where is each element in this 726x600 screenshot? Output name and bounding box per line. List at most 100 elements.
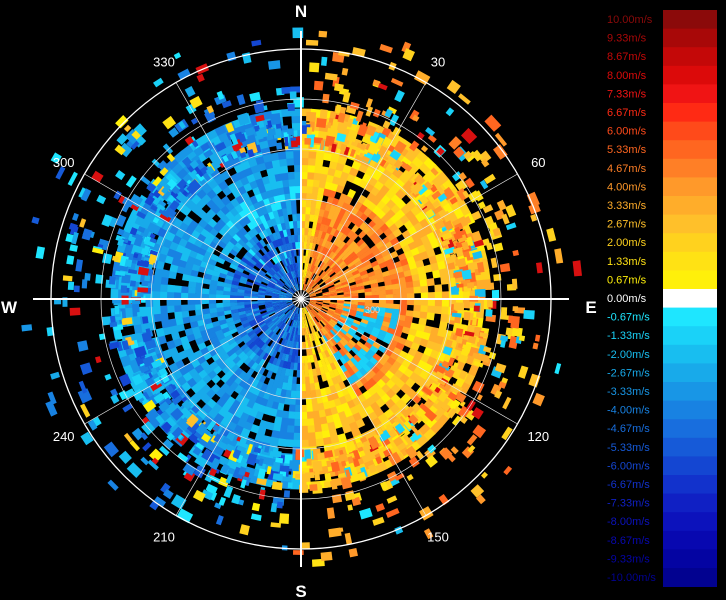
echo-gate bbox=[252, 337, 261, 345]
echo-gate bbox=[346, 118, 354, 128]
echo-gate bbox=[366, 338, 375, 346]
echo-gate bbox=[471, 149, 484, 162]
echo-gate bbox=[284, 324, 290, 333]
echo-gate bbox=[320, 328, 327, 336]
echo-gate bbox=[335, 162, 346, 172]
echo-gate bbox=[314, 289, 322, 294]
echo-gate bbox=[261, 279, 269, 285]
echo-gate bbox=[286, 292, 294, 297]
echo-gate bbox=[351, 322, 360, 329]
echo-gate bbox=[378, 299, 387, 304]
echo-gate bbox=[435, 253, 445, 263]
echo-gate bbox=[278, 299, 287, 302]
echo-gate bbox=[290, 287, 296, 294]
echo-gate bbox=[161, 190, 172, 201]
echo-gate bbox=[335, 374, 343, 384]
echo-gate bbox=[340, 171, 350, 181]
echo-gate bbox=[294, 320, 298, 329]
echo-gate bbox=[318, 30, 328, 38]
echo-gate bbox=[274, 387, 282, 397]
echo-gate bbox=[294, 178, 302, 187]
echo-gate bbox=[315, 267, 321, 275]
echo-gate bbox=[452, 247, 461, 255]
echo-gate bbox=[264, 300, 273, 303]
echo-gate bbox=[315, 331, 321, 339]
echo-gate bbox=[384, 241, 394, 250]
bearing-label: 150 bbox=[427, 529, 449, 544]
echo-gate bbox=[158, 363, 167, 370]
echo-gate bbox=[313, 331, 319, 340]
echo-gate bbox=[327, 421, 336, 431]
echo-gate bbox=[279, 330, 285, 338]
echo-gate bbox=[464, 177, 475, 189]
echo-gate bbox=[286, 228, 292, 237]
echo-gate bbox=[309, 484, 318, 491]
echo-gate bbox=[142, 316, 149, 324]
echo-gate bbox=[203, 418, 213, 429]
echo-gate bbox=[259, 238, 267, 248]
echo-gate bbox=[343, 370, 352, 380]
echo-gate bbox=[110, 388, 119, 398]
echo-gate bbox=[214, 124, 228, 136]
echo-gate bbox=[339, 316, 348, 323]
echo-gate bbox=[160, 482, 171, 494]
echo-gate bbox=[310, 139, 315, 148]
echo-gate bbox=[290, 312, 295, 320]
echo-gate bbox=[239, 330, 248, 338]
echo-gate bbox=[84, 272, 91, 281]
echo-gate bbox=[296, 255, 300, 264]
echo-gate bbox=[304, 306, 308, 314]
echo-gate bbox=[342, 307, 351, 313]
echo-gate bbox=[190, 393, 202, 404]
echo-gate bbox=[368, 463, 378, 474]
echo-gate bbox=[233, 273, 242, 280]
echo-gate bbox=[149, 448, 163, 463]
echo-gate bbox=[265, 421, 275, 431]
echo-gate bbox=[296, 320, 299, 329]
echo-gate bbox=[368, 317, 377, 324]
echo-gate bbox=[290, 278, 295, 286]
echo-gate bbox=[340, 278, 349, 284]
echo-gate bbox=[444, 339, 453, 349]
echo-gate bbox=[485, 309, 493, 317]
echo-gate bbox=[218, 496, 227, 506]
echo-gate bbox=[466, 434, 478, 446]
echo-gate bbox=[278, 215, 285, 224]
echo-gate bbox=[300, 439, 309, 448]
bearing-spoke bbox=[300, 298, 427, 516]
legend-label: 7.33m/s bbox=[607, 88, 647, 100]
echo-gate bbox=[385, 303, 394, 309]
echo-gate bbox=[264, 303, 273, 307]
echo-gate bbox=[356, 441, 364, 449]
echo-gate bbox=[222, 155, 229, 163]
echo-gate bbox=[436, 414, 449, 427]
echo-gate bbox=[358, 266, 367, 274]
echo-gate bbox=[394, 89, 405, 103]
echo-gate bbox=[212, 340, 222, 349]
echo-gate bbox=[354, 362, 363, 372]
echo-gate bbox=[412, 310, 421, 319]
echo-gate bbox=[282, 339, 288, 347]
echo-gate bbox=[323, 342, 330, 351]
echo-gate bbox=[308, 369, 314, 378]
echo-gate bbox=[170, 407, 184, 421]
echo-gate bbox=[341, 346, 349, 355]
echo-gate bbox=[272, 365, 280, 374]
echo-gate bbox=[124, 258, 133, 268]
echo-gate bbox=[295, 306, 299, 314]
echo-gate bbox=[277, 245, 284, 254]
echo-gate bbox=[333, 419, 343, 429]
echo-gate bbox=[143, 399, 157, 413]
echo-gate bbox=[333, 169, 343, 179]
echo-gate bbox=[362, 440, 372, 452]
echo-gate bbox=[257, 468, 266, 480]
echo-gate bbox=[306, 192, 313, 201]
echo-gate bbox=[329, 303, 338, 307]
echo-gate bbox=[346, 316, 355, 323]
echo-gate bbox=[153, 275, 162, 285]
echo-gate bbox=[365, 324, 375, 332]
echo-gate bbox=[441, 231, 453, 241]
echo-gate bbox=[322, 365, 330, 374]
echo-gate bbox=[152, 290, 161, 299]
